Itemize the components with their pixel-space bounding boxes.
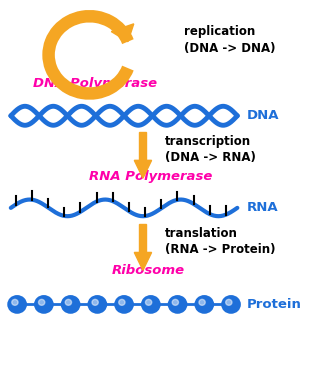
Text: Protein: Protein [247, 298, 302, 311]
Circle shape [65, 300, 72, 305]
Circle shape [12, 300, 18, 305]
Circle shape [145, 300, 152, 305]
Text: (DNA -> DNA): (DNA -> DNA) [184, 42, 275, 55]
Circle shape [35, 296, 53, 313]
Circle shape [62, 296, 80, 313]
Circle shape [169, 296, 186, 313]
Text: (DNA -> RNA): (DNA -> RNA) [165, 151, 256, 164]
Text: DNA: DNA [247, 109, 279, 122]
Bar [140, 132, 146, 165]
Text: Ribosome: Ribosome [112, 264, 185, 277]
Circle shape [142, 296, 160, 313]
Circle shape [172, 300, 178, 305]
Polygon shape [111, 24, 134, 42]
Circle shape [226, 300, 232, 305]
Text: transcription: transcription [165, 135, 251, 147]
Circle shape [196, 296, 213, 313]
Text: (RNA -> Protein): (RNA -> Protein) [165, 243, 275, 256]
Circle shape [119, 300, 125, 305]
Text: replication: replication [184, 25, 255, 38]
Polygon shape [134, 252, 152, 270]
Text: DNA Polymerase: DNA Polymerase [33, 77, 157, 89]
Circle shape [8, 296, 26, 313]
Circle shape [88, 296, 106, 313]
Bar [140, 224, 146, 257]
Text: RNA: RNA [247, 202, 278, 214]
Circle shape [92, 300, 98, 305]
Text: RNA Polymerase: RNA Polymerase [89, 170, 213, 183]
Polygon shape [134, 160, 152, 178]
Circle shape [38, 300, 45, 305]
Text: translation: translation [165, 227, 238, 240]
Circle shape [115, 296, 133, 313]
Circle shape [199, 300, 205, 305]
Circle shape [222, 296, 240, 313]
